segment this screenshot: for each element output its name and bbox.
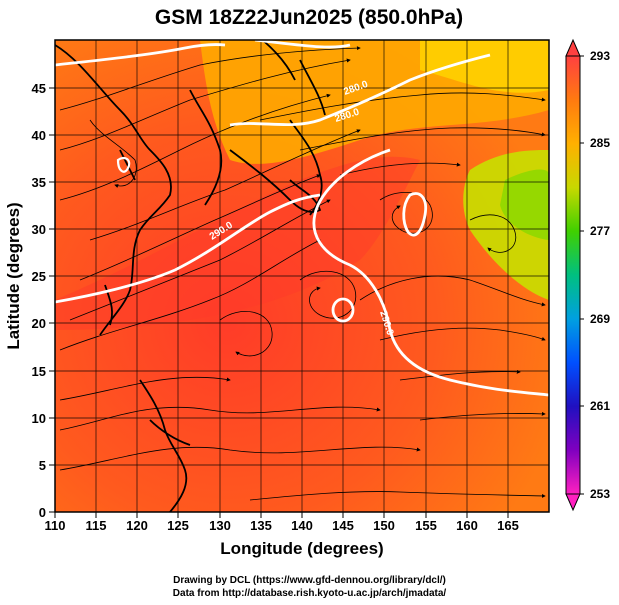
x-tick-labels: 110 115 120 125 130 135 140 145 150 155 … (45, 518, 519, 533)
y-tick-label: 15 (32, 364, 46, 379)
colorbar-tick-label: 253 (590, 487, 610, 501)
credit-data: Data from http://database.rish.kyoto-u.a… (172, 588, 447, 599)
colorbar-top-triangle (565, 38, 581, 57)
x-tick-label: 125 (167, 518, 189, 533)
x-tick-label: 115 (86, 518, 107, 533)
y-tick-label: 45 (32, 81, 46, 96)
cool-region-northeast (420, 40, 549, 93)
x-tick-label: 165 (497, 518, 519, 533)
isotherm-contours (55, 40, 549, 397)
colorbar-tick-label: 285 (590, 136, 610, 150)
y-tick-label: 40 (32, 128, 46, 143)
x-tick-label: 110 (45, 518, 66, 533)
colorbar-tick-label: 293 (590, 49, 610, 63)
x-tick-label: 130 (209, 518, 231, 533)
x-tick-label: 140 (291, 518, 313, 533)
colorbar-tick-label: 277 (590, 224, 610, 238)
y-tick-label: 5 (39, 458, 46, 473)
chart-title: GSM 18Z22Jun2025 (850.0hPa) (155, 6, 463, 29)
contour-290-small (116, 156, 131, 173)
colorbar-bottom-triangle (565, 493, 581, 512)
contour-280-north (229, 53, 491, 127)
green-core-east (500, 169, 549, 240)
x-tick-label: 135 (250, 518, 272, 533)
contour-290-east (312, 148, 549, 397)
plot-area: 280.0 280.0 290.0 290.0 (55, 40, 549, 512)
colorbar-tick-label: 261 (590, 399, 610, 413)
y-tick-label: 30 (32, 222, 46, 237)
x-tick-label: 145 (332, 518, 354, 533)
contour-290-northwest (254, 40, 351, 49)
y-tick-label: 20 (32, 316, 46, 331)
grid-lines (55, 40, 549, 512)
contour-290-ring (402, 192, 428, 237)
contour-290-loop (331, 297, 355, 323)
y-tick-label: 35 (32, 175, 46, 190)
colorbar-scale (565, 55, 581, 495)
x-tick-label: 120 (126, 518, 148, 533)
contour-290-south (55, 193, 321, 304)
contour-280-top (55, 43, 226, 67)
x-tick-label: 150 (373, 518, 395, 533)
y-tick-labels: 0 5 10 15 20 25 30 35 40 45 (32, 81, 46, 520)
y-tick-label: 10 (32, 411, 46, 426)
y-tick-label: 25 (32, 269, 46, 284)
colorbar-tick-label: 269 (590, 312, 610, 326)
wind-streamlines (59, 46, 546, 501)
x-tick-label: 155 (415, 518, 437, 533)
colorbar: 293 285 277 269 261 253 (565, 38, 610, 512)
y-axis-label: Latitude (degrees) (4, 202, 23, 349)
tick-marks (49, 87, 509, 518)
credit-drawing: Drawing by DCL (https://www.gfd-dennou.o… (173, 575, 446, 586)
y-tick-label: 0 (39, 505, 46, 520)
x-tick-label: 160 (456, 518, 478, 533)
x-axis-label: Longitude (degrees) (220, 539, 383, 558)
